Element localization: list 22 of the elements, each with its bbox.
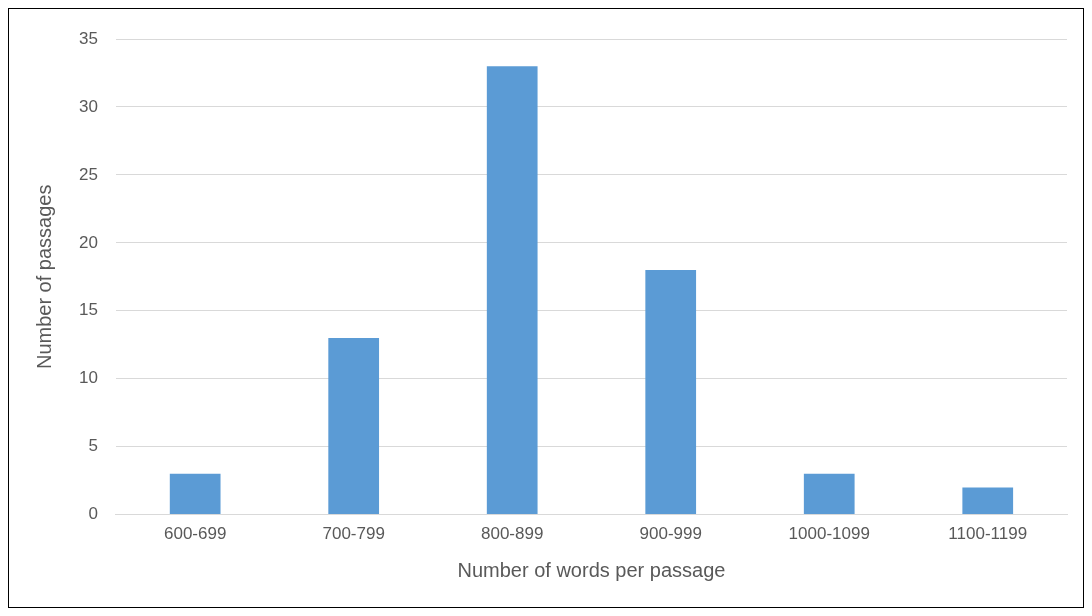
x-tick-label: 700-799: [322, 524, 385, 544]
y-tick-label: 35: [78, 28, 98, 48]
bar: [962, 487, 1014, 515]
y-tick-label: 0: [88, 504, 98, 524]
bar: [328, 337, 380, 515]
bar: [169, 473, 221, 515]
y-tick-label: 15: [78, 300, 98, 320]
bar: [803, 473, 855, 515]
x-tick-label: 900-999: [639, 524, 702, 544]
x-tick-label: 600-699: [163, 524, 227, 544]
y-tick-label: 25: [78, 164, 98, 184]
x-tick-label: 1100-1199: [948, 524, 1028, 544]
x-tick-label: 1000-1099: [788, 524, 870, 544]
y-tick-label: 20: [78, 232, 98, 252]
y-tick-label: 30: [78, 96, 98, 116]
y-tick-label: 5: [88, 436, 98, 456]
bar: [486, 66, 538, 515]
bar: [645, 270, 697, 515]
x-axis-title: Number of words per passage: [457, 558, 726, 581]
y-tick-label: 10: [78, 368, 98, 388]
y-axis-title: Number of passages: [32, 184, 55, 370]
x-tick-label: 800-899: [481, 524, 544, 544]
